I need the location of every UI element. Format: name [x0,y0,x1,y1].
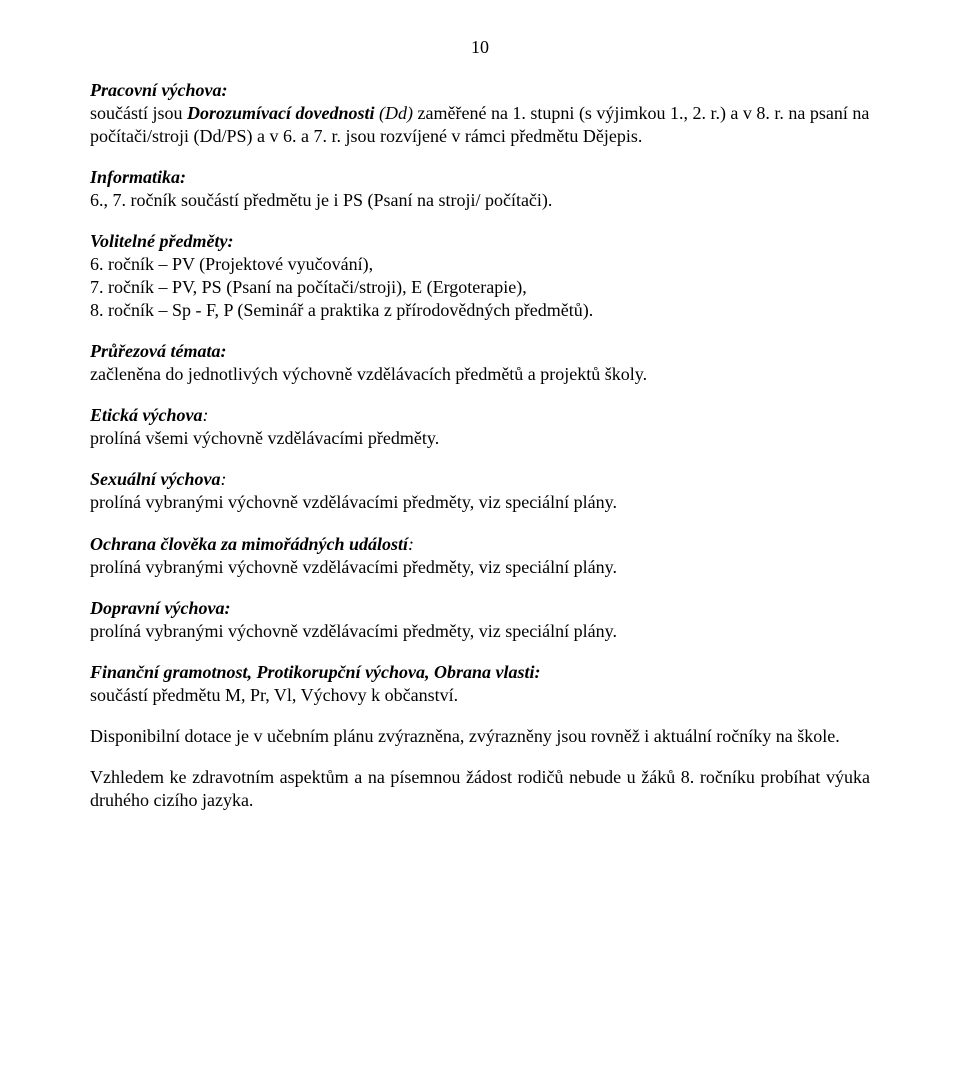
text-run: součástí jsou [90,103,187,123]
section-ochrana-cloveka: Ochrana člověka za mimořádných událostí:… [90,533,870,579]
body-prurezova: začleněna do jednotlivých výchovně vzděl… [90,363,870,386]
document-page: 10 Pracovní výchova: součástí jsou Doroz… [0,0,960,1066]
body-zdravotni: Vzhledem ke zdravotním aspektům a na pís… [90,766,870,812]
section-zdravotni-aspekty: Vzhledem ke zdravotním aspektům a na pís… [90,766,870,812]
page-number: 10 [90,36,870,59]
section-pracovni-vychova: Pracovní výchova: součástí jsou Dorozumí… [90,79,870,148]
heading-line-sexualni: Sexuální výchova: [90,468,870,491]
heading-financni: Finanční gramotnost, Protikorupční výcho… [90,661,870,684]
section-eticka-vychova: Etická výchova: prolíná všemi výchovně v… [90,404,870,450]
colon: : [408,534,414,554]
section-volitelne-predmety: Volitelné předměty: 6. ročník – PV (Proj… [90,230,870,322]
text-run-italic: (Dd) [375,103,414,123]
colon: : [202,405,208,425]
body-dopravni: prolíná vybranými výchovně vzdělávacími … [90,620,870,643]
body-pracovni-vychova: součástí jsou Dorozumívací dovednosti (D… [90,102,870,148]
heading-informatika: Informatika: [90,166,870,189]
body-sexualni: prolíná vybranými výchovně vzdělávacími … [90,491,870,514]
colon: : [221,469,227,489]
section-disponibilni-dotace: Disponibilní dotace je v učebním plánu z… [90,725,870,748]
heading-pracovni-vychova: Pracovní výchova: [90,79,870,102]
text-run-bold-italic: Dorozumívací dovednosti [187,103,375,123]
body-ochrana: prolíná vybranými výchovně vzdělávacími … [90,556,870,579]
heading-eticka: Etická výchova [90,405,202,425]
section-informatika: Informatika: 6., 7. ročník součástí před… [90,166,870,212]
volitelne-line-1: 6. ročník – PV (Projektové vyučování), [90,253,870,276]
section-financni-gramotnost: Finanční gramotnost, Protikorupční výcho… [90,661,870,707]
heading-line-eticka: Etická výchova: [90,404,870,427]
heading-prurezova: Průřezová témata: [90,340,870,363]
volitelne-line-2: 7. ročník – PV, PS (Psaní na počítači/st… [90,276,870,299]
heading-ochrana: Ochrana člověka za mimořádných událostí [90,534,408,554]
heading-line-ochrana: Ochrana člověka za mimořádných událostí: [90,533,870,556]
heading-sexualni: Sexuální výchova [90,469,221,489]
body-financni: součástí předmětu M, Pr, Vl, Výchovy k o… [90,684,870,707]
volitelne-line-3: 8. ročník – Sp - F, P (Seminář a praktik… [90,299,870,322]
section-dopravni-vychova: Dopravní výchova: prolíná vybranými vých… [90,597,870,643]
body-eticka: prolíná všemi výchovně vzdělávacími před… [90,427,870,450]
body-disponibilni: Disponibilní dotace je v učebním plánu z… [90,725,870,748]
section-sexualni-vychova: Sexuální výchova: prolíná vybranými vých… [90,468,870,514]
heading-volitelne: Volitelné předměty: [90,230,870,253]
body-informatika: 6., 7. ročník součástí předmětu je i PS … [90,189,870,212]
section-prurezova-temata: Průřezová témata: začleněna do jednotliv… [90,340,870,386]
heading-dopravni: Dopravní výchova: [90,597,870,620]
